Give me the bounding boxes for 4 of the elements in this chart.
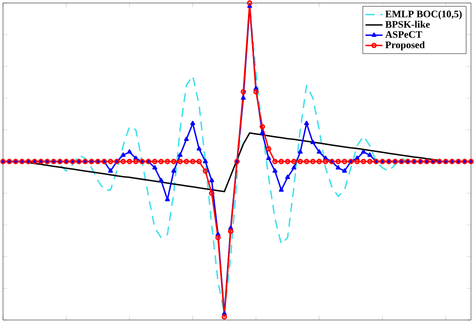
legend-label: BPSK-like <box>385 20 430 28</box>
legend-label: EMLP BOC(10,5) <box>385 10 462 20</box>
legend-label: ASPeCT <box>385 31 422 38</box>
legend-label: Proposed <box>385 41 425 50</box>
